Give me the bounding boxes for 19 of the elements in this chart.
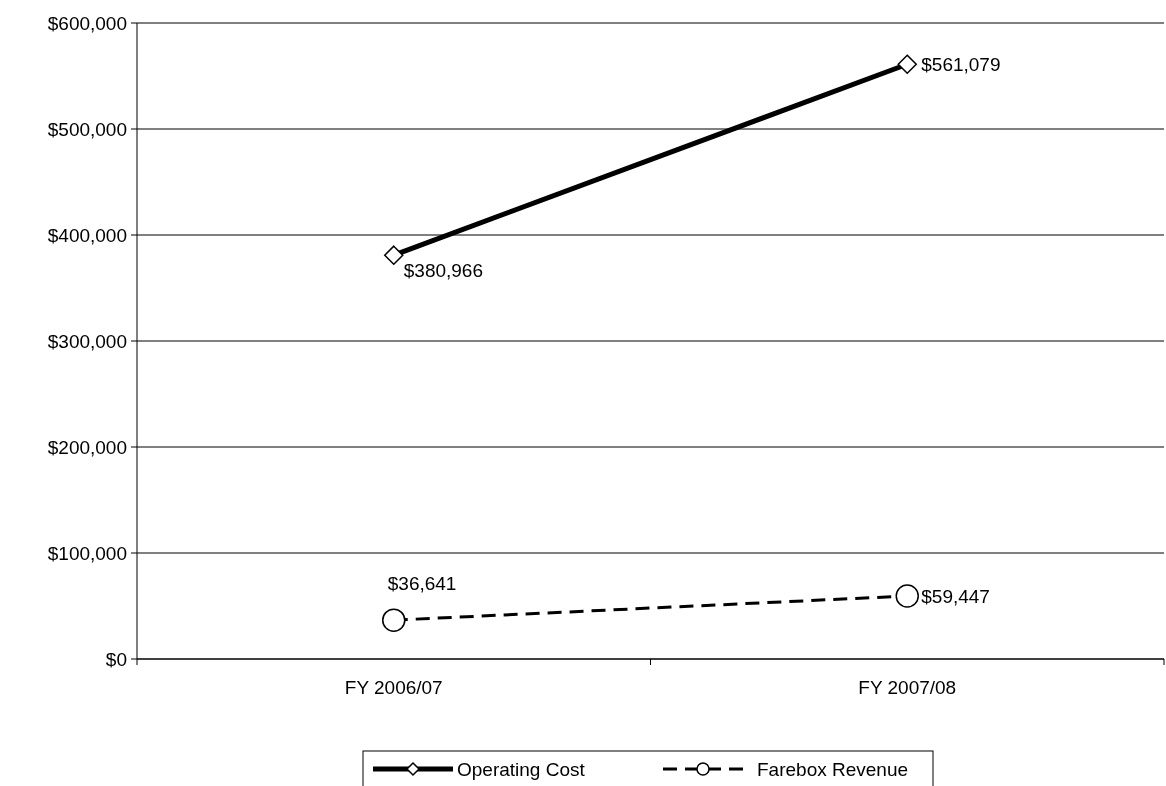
y-tick-label: $500,000 bbox=[47, 118, 127, 140]
y-tick-label: $600,000 bbox=[47, 12, 127, 34]
x-tick-label: FY 2006/07 bbox=[344, 677, 443, 698]
point bbox=[384, 245, 404, 265]
y-tick-label: $300,000 bbox=[47, 330, 127, 352]
data-label: $561,079 bbox=[921, 54, 1001, 76]
data-label: $59,447 bbox=[921, 585, 990, 607]
point bbox=[895, 584, 919, 608]
y-tick-label: $200,000 bbox=[47, 436, 127, 458]
y-tick-label: $400,000 bbox=[47, 224, 127, 246]
point bbox=[382, 608, 406, 632]
data-label: $36,641 bbox=[387, 573, 457, 595]
legend-label: Operating Cost bbox=[457, 758, 586, 780]
y-tick-label: $100,000 bbox=[47, 542, 127, 564]
y-tick-label: $0 bbox=[105, 648, 127, 670]
x-tick-label: FY 2007/08 bbox=[858, 677, 957, 698]
data-label: $380,966 bbox=[403, 260, 483, 282]
point bbox=[897, 54, 917, 75]
legend-label: Farebox Revenue bbox=[757, 758, 909, 780]
